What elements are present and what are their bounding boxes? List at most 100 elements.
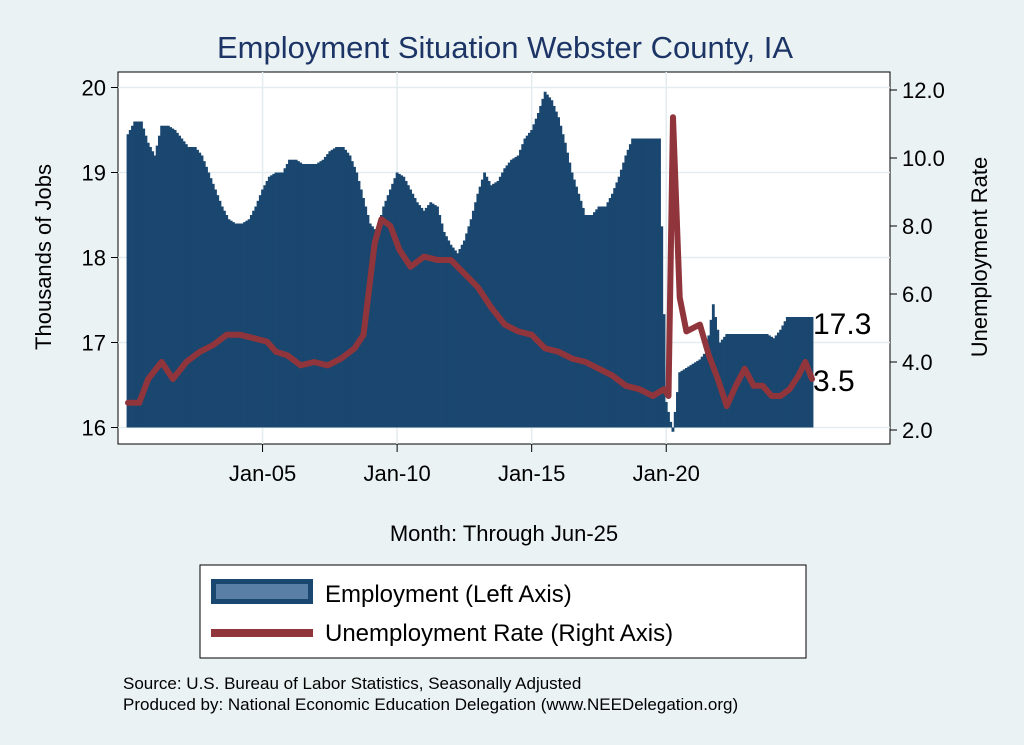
employment-bar — [480, 179, 484, 428]
employment-bar — [146, 142, 150, 428]
employment-bar — [756, 334, 760, 428]
employment-bar — [276, 172, 280, 428]
employment-bar — [272, 173, 276, 428]
employment-bar — [424, 207, 428, 428]
employment-bar — [353, 166, 356, 428]
employment-bar — [615, 182, 619, 428]
employment-bar — [496, 181, 500, 428]
employment-bar — [220, 206, 224, 428]
employment-bar — [456, 253, 460, 428]
employment-bar — [658, 138, 661, 428]
employment-bar — [373, 229, 377, 428]
employment-bar — [595, 209, 599, 428]
employment-bar — [593, 212, 596, 428]
employment-bar — [617, 176, 621, 428]
employment-bar — [350, 161, 354, 428]
employment-bar — [200, 155, 204, 428]
employment-bar — [604, 206, 608, 428]
employment-bar — [375, 232, 379, 428]
employment-bar — [684, 368, 688, 428]
employment-bar — [440, 223, 444, 428]
employment-bar — [144, 135, 148, 428]
y-right-tick-label: 12.0 — [902, 78, 945, 103]
employment-bar — [700, 356, 704, 428]
y-left-tick-label: 16 — [82, 416, 106, 441]
employment-bar — [622, 162, 626, 428]
employment-bar — [655, 138, 659, 428]
employment-bar — [155, 145, 159, 428]
employment-bar — [180, 138, 184, 428]
legend-label-employment: Employment (Left Axis) — [325, 581, 572, 608]
employment-bar — [382, 206, 386, 428]
employment-bar — [283, 168, 287, 428]
employment-bar — [348, 155, 352, 428]
employment-bar — [216, 195, 220, 428]
employment-bar — [211, 183, 215, 428]
employment-bar — [548, 97, 552, 428]
employment-bar — [243, 222, 247, 428]
employment-bar — [676, 392, 679, 428]
employment-bar — [149, 147, 152, 428]
x-tick-label: Jan-05 — [229, 461, 296, 486]
y-left-tick-label: 19 — [82, 161, 106, 186]
employment-bar — [285, 164, 289, 428]
employment-bar — [781, 325, 785, 428]
employment-bar — [649, 138, 652, 428]
employment-bar — [400, 175, 404, 428]
employment-bar — [678, 372, 682, 428]
employment-bar — [162, 125, 166, 428]
employment-bar — [445, 236, 448, 428]
employment-bar — [689, 365, 693, 428]
employment-bar — [525, 135, 529, 428]
employment-bar — [727, 334, 731, 428]
employment-bar — [355, 172, 359, 428]
x-tick-label: Jan-20 — [633, 461, 700, 486]
employment-bar — [189, 147, 193, 428]
produced-by-line: Produced by: National Economic Education… — [123, 695, 738, 714]
employment-bar — [691, 363, 695, 428]
employment-bar — [588, 215, 592, 428]
employment-bar — [427, 205, 430, 428]
employment-bar — [693, 362, 697, 428]
employment-bar — [640, 138, 643, 428]
employment-bar — [673, 411, 677, 428]
employment-bar — [227, 219, 231, 428]
employment-bar — [790, 317, 794, 428]
employment-bar — [404, 181, 408, 428]
employment-bar — [528, 132, 531, 428]
employment-bar — [236, 223, 240, 428]
employment-bar — [256, 200, 260, 428]
employment-bar — [772, 338, 776, 428]
employment-bar — [198, 152, 202, 428]
employment-bar — [371, 226, 374, 428]
employment-bar — [586, 215, 590, 428]
employment-bar — [317, 162, 321, 428]
employment-bar — [514, 156, 518, 428]
employment-bar — [207, 172, 211, 428]
employment-bar — [140, 121, 143, 428]
employment-bar — [409, 189, 412, 428]
employment-bar — [471, 210, 475, 428]
employment-bar — [418, 205, 421, 428]
employment-bar — [339, 147, 343, 428]
employment-end-label: 17.3 — [813, 308, 871, 341]
employment-bar — [406, 185, 410, 428]
employment-bar — [231, 222, 235, 428]
employment-bar — [478, 186, 482, 428]
employment-bar — [310, 164, 314, 428]
employment-bar — [263, 185, 267, 428]
employment-bar — [305, 164, 309, 428]
employment-bar — [682, 369, 686, 428]
employment-bar — [572, 179, 576, 428]
employment-bar — [462, 240, 466, 428]
employment-bar — [234, 223, 238, 428]
employment-bar — [261, 189, 264, 428]
employment-bar — [397, 173, 401, 428]
y-axis-left-title: Thousands of Jobs — [31, 164, 56, 350]
employment-bar — [157, 135, 161, 428]
employment-bar — [628, 144, 632, 428]
employment-bar — [516, 155, 520, 428]
employment-bar — [646, 138, 650, 428]
employment-bar — [281, 172, 285, 428]
employment-bar — [467, 226, 471, 428]
